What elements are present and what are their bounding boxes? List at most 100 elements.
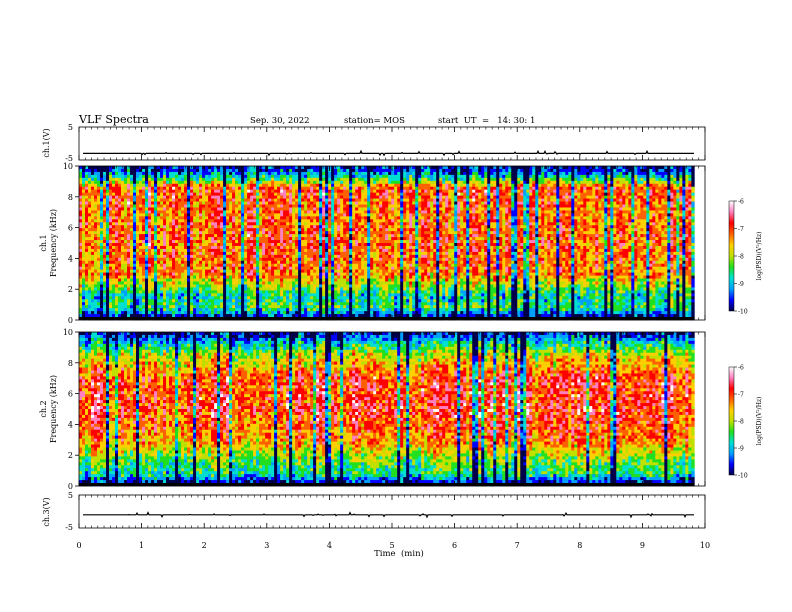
ch1-spectrogram-cell: [331, 287, 335, 291]
ch1-spectrogram-cell: [232, 260, 236, 265]
ch1-spectrogram-cell: [217, 180, 221, 185]
ch1-spectrogram-cell: [238, 296, 242, 300]
ch1-spectrogram-cell: [175, 237, 179, 241]
ch1-spectrogram-cell: [235, 195, 239, 199]
ch1-spectrogram-cell: [313, 287, 317, 291]
ch1-spectrogram-cell: [124, 219, 128, 223]
ch1-spectrogram-cell: [85, 174, 89, 179]
ch1-spectrogram-cell: [94, 287, 98, 291]
ch1-spectrogram-cell: [349, 195, 353, 199]
ch1-spectrogram-cell: [157, 168, 161, 173]
ch1-spectrogram-cell: [235, 225, 239, 229]
ch1-spectrogram-cell: [82, 269, 86, 273]
ch1-spectrogram-cell: [139, 308, 143, 312]
ch1-spectrogram-cell: [274, 192, 278, 196]
ch1-spectrogram-cell: [115, 269, 119, 273]
ch1-spectrogram-cell: [97, 284, 101, 288]
ch1-spectrogram-cell: [169, 269, 173, 273]
ch1-spectrogram-cell: [226, 180, 230, 185]
ch1-spectrogram-cell: [220, 293, 224, 297]
ch1-spectrogram-cell: [238, 192, 242, 196]
ch1-spectrogram-cell: [196, 257, 200, 262]
ch1-spectrogram-cell: [172, 207, 176, 211]
ch1-spectrogram-cell: [349, 174, 353, 179]
ch1-spectrogram-cell: [118, 266, 122, 270]
ch1-spectrogram-cell: [157, 293, 161, 297]
ch1-spectrogram-cell: [265, 186, 269, 190]
ch1-spectrogram-cell: [349, 189, 353, 193]
ch1-spectrogram-cell: [253, 251, 257, 256]
ch1-spectrogram-cell: [223, 243, 227, 247]
ch1-spectrogram-cell: [82, 263, 86, 267]
ch1-spectrogram-cell: [157, 257, 161, 262]
ch1-spectrogram-cell: [169, 305, 173, 309]
ch1-spectrogram-cell: [190, 243, 194, 247]
ch1-spectrogram-cell: [310, 213, 314, 217]
ch1-spectrogram-cell: [298, 186, 302, 190]
ch1-spectrogram-cell: [361, 278, 365, 282]
ch1-spectrogram-cell: [220, 284, 224, 288]
ch1-spectrogram-cell: [97, 308, 101, 312]
ch1-spectrogram-cell: [151, 186, 155, 190]
ch1-spectrogram-cell: [142, 198, 146, 202]
ch1-spectrogram-cell: [157, 222, 161, 226]
ch1-spectrogram-cell: [307, 166, 311, 170]
ch1-spectrogram-cell: [310, 311, 314, 315]
ch1-spectrogram-cell: [250, 311, 254, 315]
ch1-spectrogram-cell: [106, 287, 110, 291]
ch1-spectrogram-cell: [79, 287, 83, 291]
ch1-spectrogram-cell: [160, 210, 164, 214]
ch1-spectrogram-cell: [205, 281, 209, 285]
ch1-spectrogram-cell: [163, 219, 167, 223]
ch1-spectrogram-cell: [295, 201, 299, 205]
ch1-spectrogram-cell: [247, 225, 251, 229]
ch1-spectrogram-cell: [289, 204, 293, 208]
ch1-spectrogram-cell: [130, 278, 134, 282]
ch1-spectrogram-cell: [271, 168, 275, 173]
ch1-spectrogram-cell: [226, 213, 230, 217]
ch1-spectrogram-cell: [139, 198, 143, 202]
ch1-spectrogram-cell: [148, 269, 152, 273]
ch1-spectrogram-cell: [256, 257, 260, 262]
ch1-spectrogram-cell: [100, 278, 104, 282]
ch1-spectrogram-cell: [271, 201, 275, 205]
ch1-spectrogram-cell: [310, 189, 314, 193]
ch1-spectrogram-cell: [85, 234, 89, 238]
ch1-spectrogram-cell: [235, 284, 239, 288]
ch1-spectrogram-cell: [340, 275, 344, 279]
ch1-spectrogram-cell: [151, 180, 155, 185]
ch1-spectrogram-cell: [328, 251, 332, 256]
ch1-spectrogram-cell: [133, 248, 137, 253]
ch1-spectrogram-cell: [364, 228, 368, 232]
ch1-spectrogram-cell: [88, 219, 92, 223]
ch1-spectrogram-cell: [226, 281, 230, 285]
ch1-spectrogram-cell: [232, 240, 236, 244]
ch1-spectrogram-cell: [79, 210, 83, 214]
ch1-spectrogram-cell: [307, 296, 311, 300]
ch1-spectrogram-cell: [178, 171, 182, 176]
ch1-spectrogram-cell: [301, 216, 305, 220]
ch1-spectrogram-cell: [304, 284, 308, 288]
ch1-spectrogram-cell: [190, 177, 194, 182]
ch1-spectrogram-cell: [298, 293, 302, 297]
ch1-spectrogram-cell: [103, 278, 107, 282]
ch1-spectrogram-cell: [91, 293, 95, 297]
ch1-spectrogram-cell: [217, 293, 221, 297]
ch1-spectrogram-cell: [295, 243, 299, 247]
ch1-spectrogram-cell: [259, 168, 263, 173]
ch1-spectrogram-cell: [238, 213, 242, 217]
ch1-spectrogram-cell: [262, 275, 266, 279]
ch1-spectrogram-cell: [235, 207, 239, 211]
ch1-spectrogram-cell: [196, 302, 200, 306]
ch1-spectrogram-cell: [124, 245, 128, 250]
ch1-spectrogram-cell: [271, 177, 275, 182]
ch1-spectrogram-cell: [88, 260, 92, 265]
ch1-spectrogram-cell: [340, 243, 344, 247]
ch1-spectrogram-cell: [133, 266, 137, 270]
ch1-spectrogram-cell: [184, 275, 188, 279]
ch1-spectrogram-cell: [229, 240, 233, 244]
ch1-spectrogram-cell: [304, 278, 308, 282]
ch1-spectrogram-cell: [259, 207, 263, 211]
ch1-spectrogram-cell: [355, 183, 359, 188]
ch1-spectrogram-cell: [124, 269, 128, 273]
